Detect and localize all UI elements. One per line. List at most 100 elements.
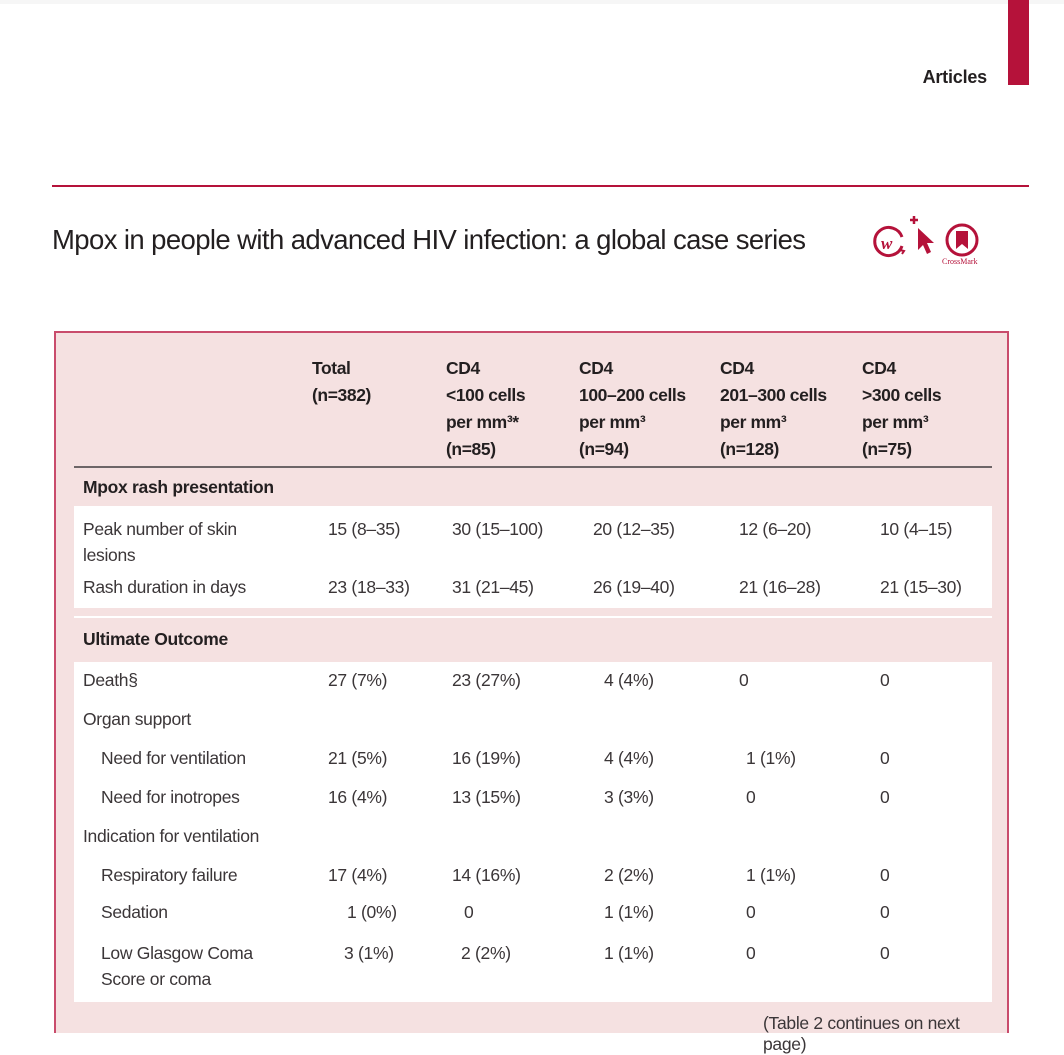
table-row: Rash duration in days 23 (18–33) 31 (21–… (74, 572, 992, 608)
row-label-line: Low Glasgow Coma (101, 943, 253, 963)
cell-total: 16 (4%) (328, 787, 388, 807)
table-row: Peak number of skin lesions 15 (8–35) 30… (74, 506, 992, 572)
cell-cd4-100-200: 4 (4%) (604, 748, 654, 768)
row-label: Need for inotropes (101, 787, 240, 807)
table-row: Low Glasgow Coma Score or coma 3 (1%) 2 … (74, 934, 992, 1002)
cell-cd4-gt300: 0 (880, 787, 890, 807)
column-header-line: <100 cells (446, 385, 526, 405)
column-header-line: (n=75) (862, 439, 912, 459)
table-row: Organ support (74, 702, 992, 741)
row-label-line: Score or coma (101, 969, 211, 989)
cell-total: 27 (7%) (328, 670, 388, 690)
cell-cd4-lt100: 13 (15%) (452, 787, 521, 807)
crossmark-label: CrossMark (942, 257, 978, 266)
header-rule (74, 466, 992, 468)
cell-cd4-gt300: 0 (880, 865, 890, 885)
column-header-line: Total (312, 358, 351, 378)
cell-cd4-201-300: 21 (16–28) (739, 577, 821, 597)
cell-total: 3 (1%) (344, 943, 394, 963)
column-header-line: CD4 (579, 358, 613, 378)
column-header-total: Total (n=382) (312, 355, 371, 409)
cursor-plus-icon[interactable] (906, 214, 940, 263)
cell-total: 23 (18–33) (328, 577, 410, 597)
cell-cd4-201-300: 0 (746, 943, 756, 963)
title-rule (52, 185, 1029, 187)
cell-cd4-lt100: 0 (464, 902, 474, 922)
cell-cd4-100-200: 3 (3%) (604, 787, 654, 807)
table-continues-note: (Table 2 continues on next page) (763, 1013, 960, 1054)
top-band (0, 0, 1064, 4)
article-badges: w CrossMark (872, 214, 992, 270)
section-color-tab (1008, 0, 1029, 85)
cell-total: 21 (5%) (328, 748, 388, 768)
table-row: Sedation 1 (0%) 0 1 (1%) 0 0 (74, 896, 992, 934)
cell-cd4-lt100: 23 (27%) (452, 670, 521, 690)
cell-cd4-201-300: 0 (739, 670, 749, 690)
section-gap (74, 608, 992, 616)
row-label: Need for ventilation (101, 748, 246, 768)
column-header-line: (n=382) (312, 385, 371, 405)
section-body-rash: Peak number of skin lesions 15 (8–35) 30… (74, 506, 992, 608)
cell-cd4-gt300: 21 (15–30) (880, 577, 962, 597)
section-heading-outcome: Ultimate Outcome (83, 629, 228, 649)
cell-cd4-100-200: 20 (12–35) (593, 519, 675, 539)
cell-cd4-100-200: 1 (1%) (604, 902, 654, 922)
cell-cd4-100-200: 26 (19–40) (593, 577, 675, 597)
crossmark-icon[interactable] (944, 222, 980, 263)
column-header-line: 201–300 cells (720, 385, 827, 405)
column-header-cd4-gt300: CD4 >300 cells per mm³ (n=75) (862, 355, 942, 463)
table-row: Need for ventilation 21 (5%) 16 (19%) 4 … (74, 741, 992, 780)
cell-cd4-gt300: 10 (4–15) (880, 519, 953, 539)
column-header-line: per mm³ (720, 412, 787, 432)
section-separator (74, 616, 992, 618)
row-label: Death§ (83, 670, 138, 690)
table-header: Total (n=382) CD4 <100 cells per mm³* (n… (74, 333, 992, 468)
cell-cd4-201-300: 0 (746, 787, 756, 807)
cell-cd4-gt300: 0 (880, 902, 890, 922)
open-access-w-icon[interactable]: w (872, 224, 908, 265)
article-title: Mpox in people with advanced HIV infecti… (52, 224, 806, 255)
cell-cd4-gt300: 0 (880, 670, 890, 690)
row-label: Rash duration in days (83, 577, 246, 597)
table-row: Respiratory failure 17 (4%) 14 (16%) 2 (… (74, 858, 992, 896)
cell-cd4-lt100: 2 (2%) (461, 943, 511, 963)
cell-cd4-100-200: 2 (2%) (604, 865, 654, 885)
table-2: Total (n=382) CD4 <100 cells per mm³* (n… (74, 333, 992, 1002)
section-body-outcome: Death§ 27 (7%) 23 (27%) 4 (4%) 0 0 Organ… (74, 662, 992, 1002)
row-label: Indication for ventilation (83, 826, 260, 846)
row-label-line: Peak number of skin (83, 519, 237, 539)
row-label: Peak number of skin lesions (83, 516, 237, 568)
cell-cd4-gt300: 0 (880, 943, 890, 963)
row-label: Low Glasgow Coma Score or coma (101, 940, 253, 992)
row-label-line: lesions (83, 545, 136, 565)
table-row: Indication for ventilation (74, 819, 992, 858)
column-header-line: (n=85) (446, 439, 496, 459)
column-header-line: per mm³ (579, 412, 646, 432)
column-header-line: CD4 (446, 358, 480, 378)
cell-cd4-lt100: 14 (16%) (452, 865, 521, 885)
column-header-cd4-lt100: CD4 <100 cells per mm³* (n=85) (446, 355, 526, 463)
cell-cd4-lt100: 30 (15–100) (452, 519, 544, 539)
cell-cd4-gt300: 0 (880, 748, 890, 768)
table-row: Need for inotropes 16 (4%) 13 (15%) 3 (3… (74, 780, 992, 819)
svg-text:w: w (881, 234, 893, 253)
cell-cd4-201-300: 1 (1%) (746, 748, 796, 768)
column-header-line: CD4 (720, 358, 754, 378)
row-label: Respiratory failure (101, 865, 238, 885)
cell-cd4-201-300: 0 (746, 902, 756, 922)
cell-cd4-lt100: 16 (19%) (452, 748, 521, 768)
column-header-cd4-201-300: CD4 201–300 cells per mm³ (n=128) (720, 355, 827, 463)
column-header-line: (n=94) (579, 439, 629, 459)
table-2-box: Total (n=382) CD4 <100 cells per mm³* (n… (54, 331, 1009, 1054)
row-label: Sedation (101, 902, 168, 922)
cell-total: 1 (0%) (347, 902, 397, 922)
cell-cd4-100-200: 4 (4%) (604, 670, 654, 690)
cell-total: 17 (4%) (328, 865, 388, 885)
table-row: Death§ 27 (7%) 23 (27%) 4 (4%) 0 0 (74, 662, 992, 702)
cell-cd4-201-300: 1 (1%) (746, 865, 796, 885)
section-heading-rash: Mpox rash presentation (83, 477, 274, 497)
column-header-line: >300 cells (862, 385, 942, 405)
column-header-line: per mm³ (862, 412, 929, 432)
column-header-line: 100–200 cells (579, 385, 686, 405)
cell-total: 15 (8–35) (328, 519, 401, 539)
